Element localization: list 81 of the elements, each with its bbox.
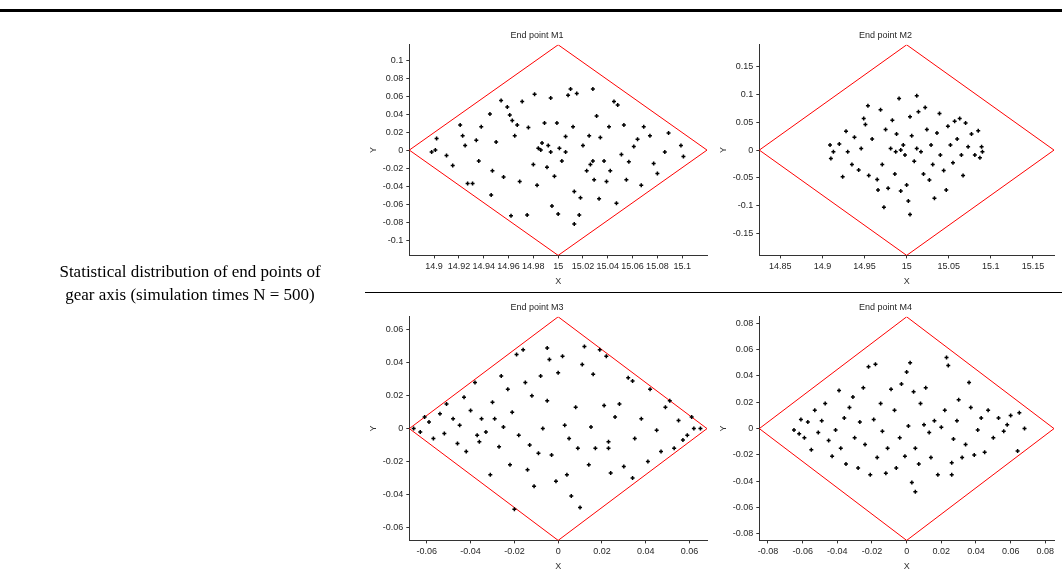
x-tick-label: 15.02 — [571, 261, 595, 272]
x-tick-label: 15.1 — [982, 261, 1000, 272]
y-axis-title: Y — [367, 425, 378, 432]
y-tick-label: 0.06 — [385, 324, 404, 335]
x-axis-title: X — [903, 561, 910, 572]
y-tick-label: 0 — [748, 423, 754, 434]
x-tick-label: 15.06 — [621, 261, 644, 272]
y-tick-label: -0.15 — [732, 227, 754, 238]
y-tick-label: 0.06 — [735, 344, 754, 355]
y-tick-label: 0.1 — [390, 54, 404, 65]
y-tick-label: 0.15 — [735, 61, 754, 72]
chart-title: End point M1 — [510, 29, 564, 40]
y-tick-label: 0.08 — [385, 72, 404, 83]
x-tick-label: 0.02 — [593, 546, 611, 557]
x-axis-title: X — [555, 276, 562, 287]
y-axis-title: Y — [717, 425, 728, 432]
x-tick-label: -0.08 — [757, 546, 779, 557]
x-tick-label: 14.85 — [769, 261, 792, 272]
y-axis-title: Y — [717, 147, 728, 154]
chart-title: End point M4 — [858, 301, 913, 312]
x-tick-label: 15.05 — [937, 261, 961, 272]
y-tick-label: 0.02 — [385, 390, 404, 401]
y-tick-label: -0.02 — [382, 162, 404, 173]
y-tick-label: 0.02 — [385, 126, 404, 137]
text: Statistical distribution of end points of gear axis (simulation times N = 500) — [58, 261, 322, 306]
y-tick-label: -0.08 — [732, 528, 754, 539]
chart-title: End point M3 — [510, 301, 564, 312]
x-tick-label: -0.02 — [504, 546, 525, 557]
y-tick-label: -0.04 — [732, 475, 754, 486]
y-tick-label: -0.1 — [387, 234, 404, 245]
x-tick-label: 0.04 — [636, 546, 655, 557]
y-tick-label: 0.05 — [735, 116, 754, 127]
x-tick-label: 15.04 — [596, 261, 620, 272]
y-tick-label: 0.04 — [385, 108, 404, 119]
y-tick-label: -0.06 — [382, 198, 404, 209]
x-tick-label: 15 — [553, 261, 564, 272]
x-tick-label: -0.06 — [792, 546, 813, 557]
x-tick-label: 14.9 — [425, 261, 443, 272]
y-tick-label: -0.08 — [382, 216, 404, 227]
x-tick-label: 15 — [901, 261, 912, 272]
chart-title: End point M2 — [858, 29, 913, 40]
x-tick-label: 15.08 — [646, 261, 669, 272]
y-tick-label: 0.1 — [740, 89, 754, 100]
y-tick-label: 0.04 — [385, 357, 404, 368]
x-tick-label: 0 — [904, 546, 910, 557]
x-tick-label: 0.02 — [932, 546, 951, 557]
y-tick-label: 0 — [398, 144, 404, 155]
y-tick-label: -0.1 — [737, 200, 754, 211]
y-tick-label: -0.02 — [732, 449, 754, 460]
y-tick-label: -0.05 — [732, 172, 754, 183]
x-tick-label: -0.04 — [827, 546, 848, 557]
x-tick-label: 14.94 — [472, 261, 495, 272]
x-tick-label: 0 — [555, 546, 561, 557]
y-tick-label: 0 — [748, 144, 754, 155]
x-tick-label: 14.92 — [447, 261, 471, 272]
y-tick-label: 0.02 — [735, 396, 754, 407]
y-axis-title: Y — [367, 147, 378, 154]
y-tick-label: 0.04 — [735, 370, 754, 381]
x-tick-label: 14.98 — [522, 261, 545, 272]
x-tick-label: 14.95 — [853, 261, 876, 272]
x-tick-label: 14.9 — [813, 261, 832, 272]
x-tick-label: -0.02 — [861, 546, 883, 557]
x-tick-label: 15.15 — [1021, 261, 1045, 272]
y-tick-label: -0.04 — [382, 488, 404, 499]
y-tick-label: 0.06 — [385, 90, 404, 101]
y-tick-label: -0.02 — [382, 455, 404, 466]
y-tick-label: 0 — [398, 423, 404, 434]
y-tick-label: -0.04 — [382, 180, 404, 191]
x-tick-label: 0.06 — [680, 546, 699, 557]
x-tick-label: 0.08 — [1036, 546, 1055, 557]
x-tick-label: 14.96 — [497, 261, 520, 272]
x-tick-label: -0.06 — [416, 546, 438, 557]
x-tick-label: 0.04 — [967, 546, 985, 557]
x-axis-title: X — [903, 276, 910, 287]
x-tick-label: 15.1 — [673, 261, 691, 272]
y-tick-label: -0.06 — [732, 502, 754, 512]
y-tick-label: -0.06 — [382, 521, 404, 532]
x-tick-label: 0.06 — [1001, 546, 1020, 557]
x-axis-title: X — [555, 561, 562, 572]
y-tick-label: 0.08 — [735, 317, 754, 328]
x-tick-label: -0.04 — [460, 546, 481, 557]
